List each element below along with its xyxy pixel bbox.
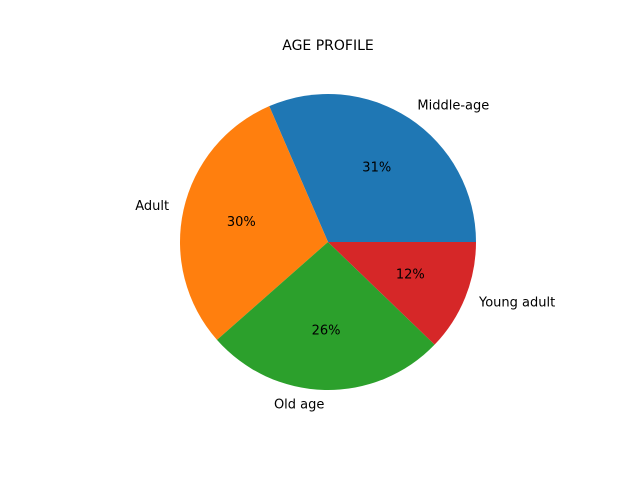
pie-slice-young-adult	[328, 242, 476, 345]
slice-label-adult: Adult	[135, 199, 169, 214]
pie-labels: Middle-age 31% Adult 30% Old age 26% Young adu…	[135, 98, 555, 412]
percent-label-adult: 30%	[227, 215, 256, 230]
percent-label-young-adult: 12%	[396, 268, 425, 283]
slice-label-old-age: Old age	[274, 397, 324, 412]
percent-label-middle-age: 31%	[362, 160, 391, 175]
pie-slice-adult	[179, 106, 328, 340]
pie-slice-middle-age	[269, 93, 476, 243]
pie-slices	[179, 93, 476, 390]
pie-slice-old-age	[216, 242, 435, 390]
slice-label-young-adult: Young adult	[478, 295, 555, 310]
slice-label-middle-age: Middle-age	[417, 98, 489, 113]
chart-title: AGE PROFILE	[282, 38, 374, 54]
percent-label-old-age: 26%	[312, 323, 341, 338]
